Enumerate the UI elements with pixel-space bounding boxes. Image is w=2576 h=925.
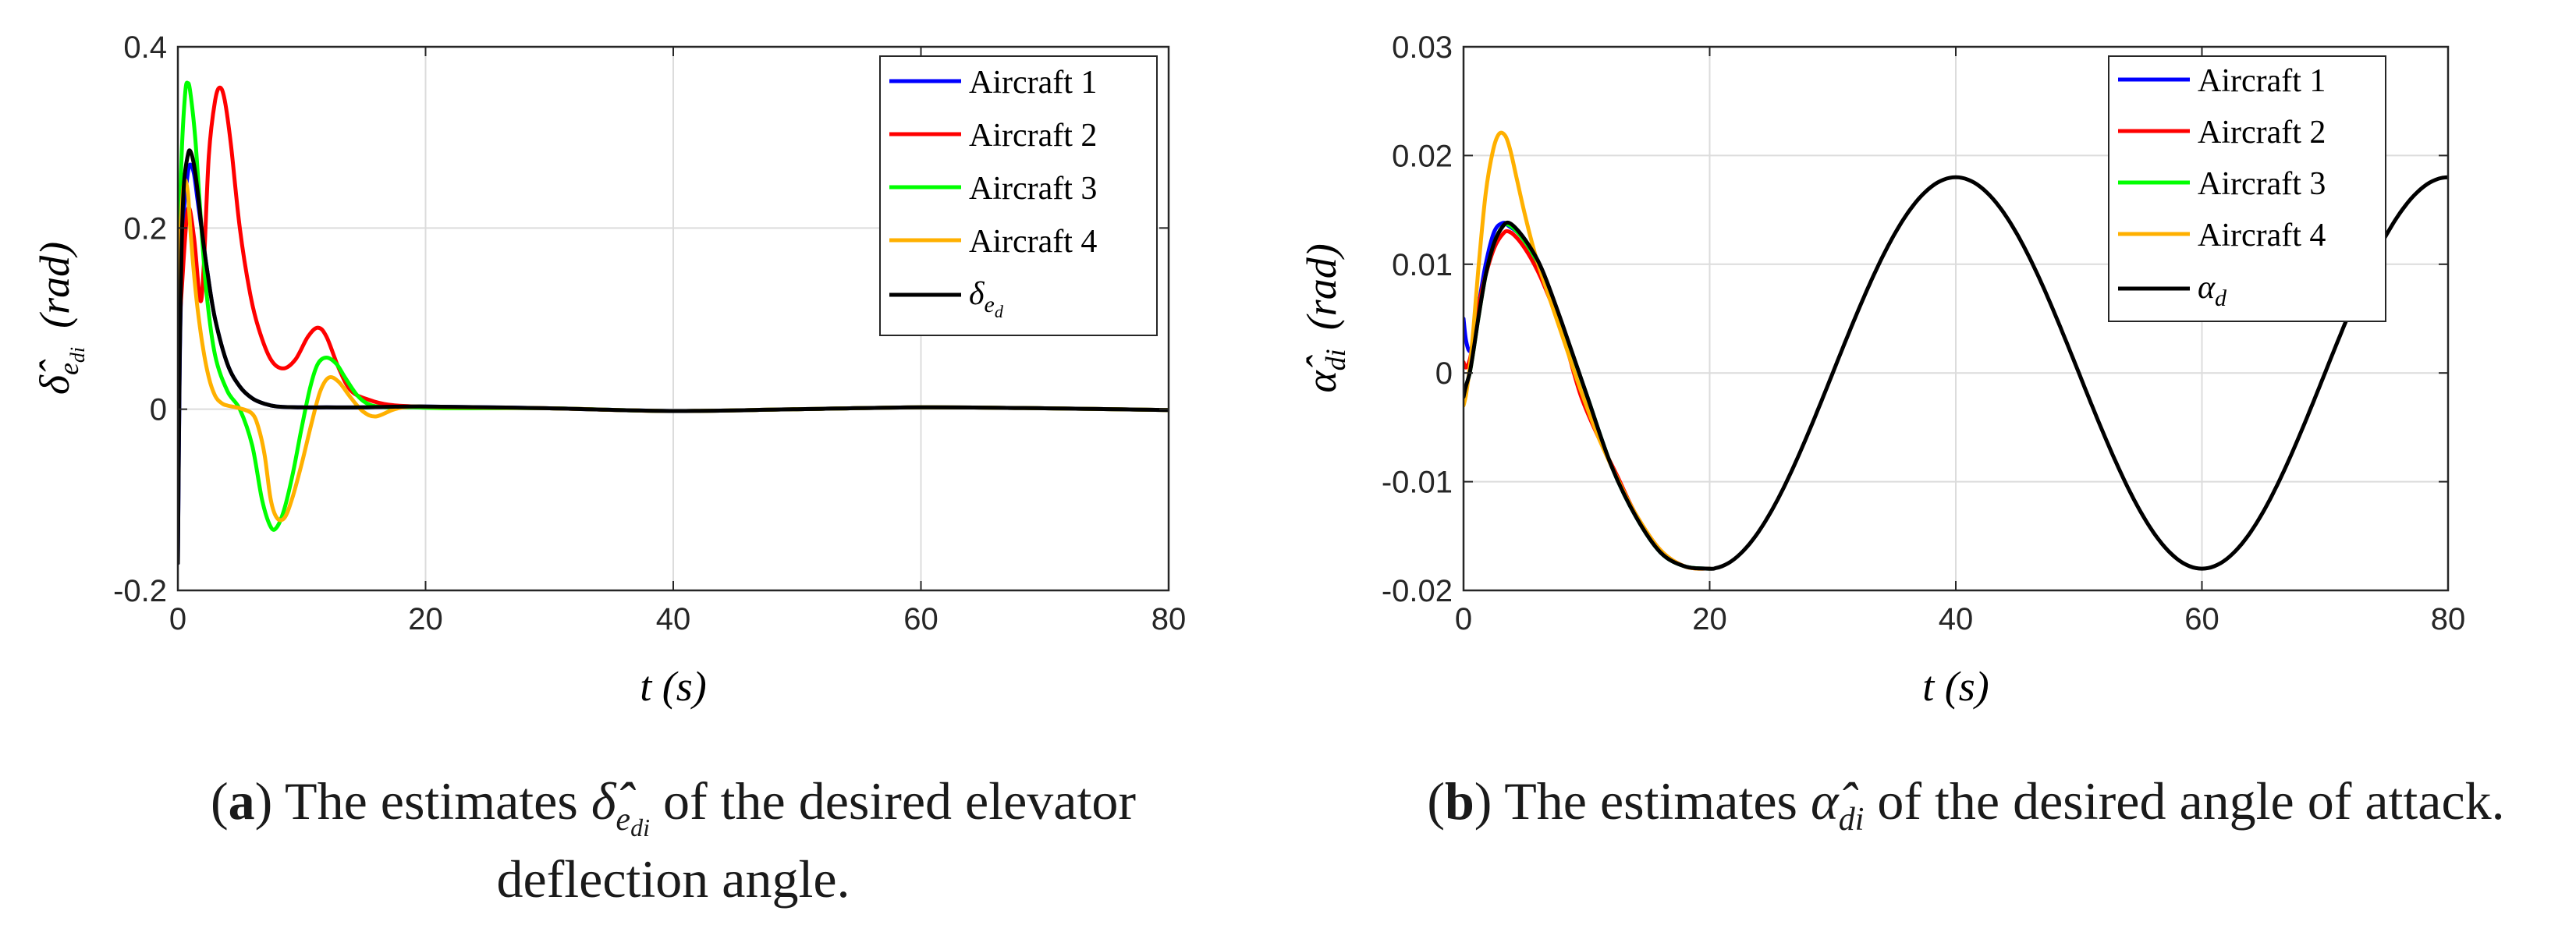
caption-a-line2: deflection angle.: [496, 849, 850, 909]
ytick-label-a-2: 0.2: [123, 211, 167, 246]
legend-label-b-1: Aircraft 1: [2198, 63, 2326, 99]
legend-entry-b-3: Aircraft 3: [2118, 166, 2326, 202]
legend-label-a-3: Aircraft 3: [969, 171, 1097, 207]
caption-b: (b) The estimates α̂di of the desired an…: [1427, 771, 2504, 838]
legend-label-a-5-sub2: d: [995, 302, 1004, 321]
ytick-label-b-3: 0.01: [1392, 248, 1453, 282]
xtick-label-b-1: 20: [1692, 602, 1727, 636]
ytick-label-b-0: -0.02: [1382, 574, 1453, 608]
legend-label-a-4: Aircraft 4: [969, 224, 1097, 260]
caption-a-post: of the desired elevator: [650, 771, 1136, 831]
ticks-a: 0 20 40 60 80-0.200.20.4: [113, 30, 1186, 636]
caption-b-symbol-sub: di: [1839, 802, 1865, 838]
chart-panel-b: 0 20 40 60 80 -0.02 -0.01 0 0.01 0.02 0.03 t (s) α…: [1298, 30, 2465, 710]
xtick-label-b-0: 0: [1455, 602, 1472, 636]
chart-panel-a: 0 20 40 60 80-0.200.20.4 t (s) δ̂edi(rad) Ai…: [31, 30, 1186, 710]
ytick-label-b-1: -0.01: [1382, 466, 1453, 500]
caption-b-post: of the desired angle of attack.: [1864, 771, 2504, 831]
ytick-label-b-5: 0.03: [1392, 30, 1453, 65]
series-group-a: [178, 80, 1169, 565]
y-axis-label-b: α̂di(rad): [1298, 243, 1351, 392]
ytick-label-b-4: 0.02: [1392, 139, 1453, 173]
ytick-label-b-2: 0: [1435, 356, 1453, 391]
legend-label-a-5-symbol: δ: [969, 276, 985, 312]
ytick-label-a-1: 0: [150, 393, 167, 427]
legend-label-b-5: αd: [2198, 270, 2227, 311]
legend-box-a: [879, 55, 1158, 336]
caption-b-line1: (b) The estimates α̂di of the desired an…: [1427, 771, 2504, 838]
y-axis-label-b-sub: di: [1320, 349, 1351, 370]
legend-entry-b-2: Aircraft 2: [2118, 115, 2326, 151]
xtick-label-a-3: 60: [903, 602, 939, 636]
legend-entry-b-1: Aircraft 1: [2118, 63, 2326, 99]
y-axis-label-a-sub: e: [53, 363, 84, 375]
caption-a-symbol-sub: e: [616, 802, 630, 838]
xtick-label-b-2: 40: [1939, 602, 1974, 636]
y-axis-label-a: δ̂edi(rad): [31, 242, 89, 395]
caption-a: (a) The estimates δ̂̂edi of the desired …: [211, 771, 1136, 909]
legend-box-b: [2108, 55, 2386, 322]
legend-label-b-2: Aircraft 2: [2198, 115, 2326, 151]
series-line-b-4: [1464, 130, 1712, 571]
series-group-b: [1464, 130, 2448, 571]
legend-label-a-5-sub: e: [985, 292, 995, 317]
caption-a-label: a: [229, 771, 255, 831]
legend-b: Aircraft 1 Aircraft 2 Aircraft 3 Aircraf…: [2108, 55, 2386, 322]
caption-a-line1: (a) The estimates δ̂̂edi of the desired …: [211, 771, 1136, 842]
xtick-label-a-2: 40: [656, 602, 691, 636]
series-line-b-5: [1464, 175, 2448, 571]
legend-label-b-5-sub: d: [2215, 285, 2227, 311]
legend-label-a-5: δed: [969, 276, 1004, 321]
x-axis-label-b: t (s): [1922, 663, 1989, 710]
legend-label-a-2: Aircraft 2: [969, 118, 1097, 154]
legend-entry-b-4: Aircraft 4: [2118, 218, 2326, 253]
ytick-label-a-3: 0.4: [123, 30, 167, 65]
ticks-b: 0 20 40 60 80 -0.02 -0.01 0 0.01 0.02 0.03: [1382, 30, 2465, 636]
legend-entry-b-5: αd: [2118, 270, 2227, 311]
xtick-label-b-3: 60: [2184, 602, 2219, 636]
y-axis-label-a-sub2: di: [66, 347, 89, 363]
caption-b-pre: The estimates: [1504, 771, 1811, 831]
svg-text:δ̂edi(rad): δ̂edi(rad): [31, 242, 89, 395]
legend-label-b-5-symbol: α: [2198, 270, 2216, 306]
xtick-label-a-1: 20: [408, 602, 443, 636]
xtick-label-a-4: 80: [1151, 602, 1187, 636]
xtick-label-b-4: 80: [2431, 602, 2466, 636]
caption-a-symbol-sub2: di: [630, 813, 650, 842]
series-line-a-5: [178, 148, 1169, 565]
y-axis-label-b-unit: (rad): [1298, 243, 1345, 330]
legend-entry-a-4: Aircraft 4: [889, 224, 1097, 260]
legend-a: Aircraft 1 Aircraft 2 Aircraft 3 Aircraf…: [879, 55, 1158, 336]
legend-label-b-4: Aircraft 4: [2198, 218, 2326, 253]
legend-label-a-1: Aircraft 1: [969, 65, 1097, 101]
caption-b-label: b: [1445, 771, 1474, 831]
legend-label-b-3: Aircraft 3: [2198, 166, 2326, 202]
legend-entry-a-5: δed: [889, 276, 1004, 321]
ytick-label-a-0: -0.2: [113, 574, 167, 608]
caption-a-pre: The estimates: [285, 771, 591, 831]
svg-text:α̂di(rad): α̂di(rad): [1298, 243, 1351, 392]
x-axis-label-a: t (s): [640, 663, 706, 710]
y-axis-label-a-unit: (rad): [31, 242, 78, 328]
legend-entry-a-1: Aircraft 1: [889, 65, 1097, 101]
xtick-label-a-0: 0: [169, 602, 186, 636]
legend-entry-a-2: Aircraft 2: [889, 118, 1097, 154]
legend-entry-a-3: Aircraft 3: [889, 171, 1097, 207]
